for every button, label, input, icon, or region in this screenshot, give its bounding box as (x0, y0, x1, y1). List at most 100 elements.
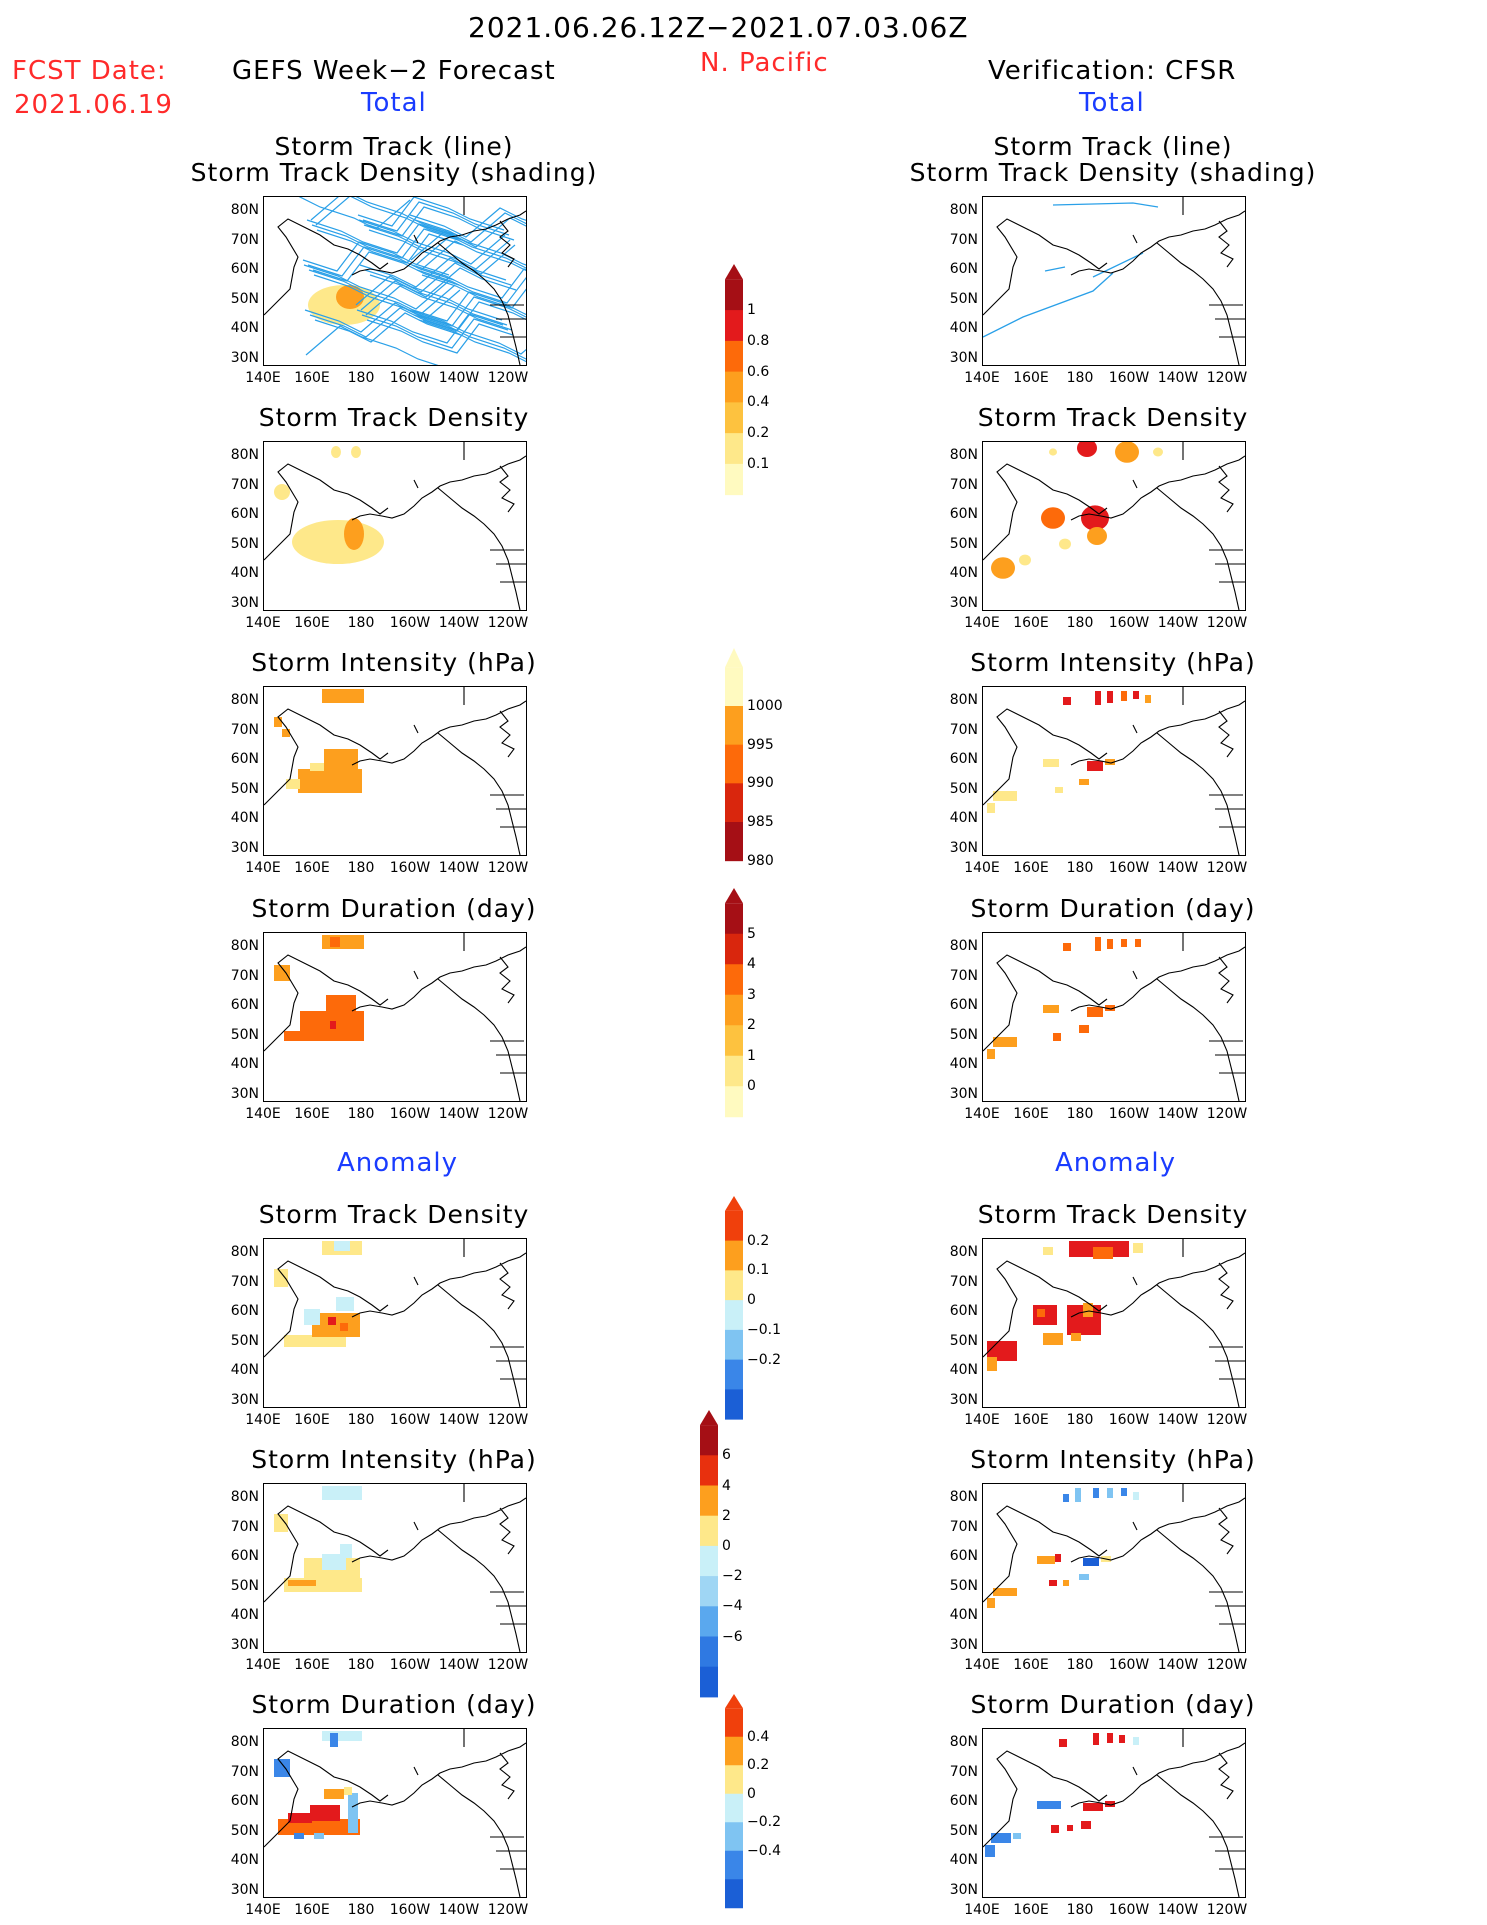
intensity-cell (1043, 759, 1059, 767)
left-storm-track-title: Storm Track (line) (274, 132, 514, 161)
coastline (983, 1729, 1245, 1897)
lon-tick-label: 140W (438, 860, 480, 876)
lon-tick-label: 140E (964, 860, 1000, 876)
lat-tick-label: 80N (949, 938, 978, 954)
density-shading (344, 518, 364, 550)
intensity-cell (1121, 691, 1127, 701)
right-storm-track-density-title: Storm Track Density (shading) (909, 158, 1317, 187)
lat-tick-label: 70N (230, 1763, 259, 1780)
right-density-title: Storm Track Density (977, 403, 1249, 432)
anomaly-cell (1055, 1554, 1061, 1562)
lon-tick-label: 180 (347, 1412, 375, 1428)
lon-tick-label: 120W (1206, 860, 1248, 876)
colorbar-swatch (725, 1736, 743, 1766)
colorbar-label: −2 (722, 1568, 743, 1585)
colorbar-label: 0.8 (747, 332, 770, 349)
lat-tick-label: 30N (949, 349, 978, 366)
density-shading (336, 285, 364, 309)
anomaly-cell (1075, 1488, 1081, 1502)
anomaly-cell (1119, 1735, 1125, 1743)
colorbar-label: 0.2 (747, 1232, 770, 1249)
density-shading (1049, 448, 1057, 456)
anomaly-cell (324, 1789, 344, 1799)
coastline (264, 197, 526, 365)
anomaly-cell (1079, 1574, 1089, 1580)
lat-tick-label: 70N (949, 1273, 978, 1290)
lat-tick-label: 50N (949, 780, 978, 797)
lat-tick-label: 80N (230, 1734, 259, 1750)
lon-tick-label: 160E (1013, 860, 1049, 876)
fcst-label: FCST Date: (12, 56, 167, 86)
colorbar-swatch (725, 1270, 743, 1301)
colorbar-swatch (725, 1240, 743, 1271)
lon-tick-label: 180 (347, 1106, 375, 1122)
coastline (264, 1729, 526, 1897)
colorbar-swatch (725, 279, 743, 311)
intensity-cell (324, 749, 358, 771)
lat-tick-label: 40N (949, 810, 978, 826)
intensity-cell (1145, 695, 1151, 703)
lat-tick-label: 70N (949, 721, 978, 738)
lat-tick-label: 30N (230, 839, 259, 856)
anomaly-cell (1071, 1333, 1081, 1341)
storm-track-lines (298, 197, 526, 365)
duration-cell (1087, 1007, 1103, 1017)
lat-tick-label: 60N (949, 1303, 978, 1319)
right-density-a-map (982, 1238, 1246, 1408)
left-total-label: Total (361, 88, 427, 118)
region-title: N. Pacific (700, 48, 829, 78)
lon-tick-label: 120W (1206, 1106, 1248, 1122)
lon-tick-label: 140W (1157, 615, 1199, 631)
duration-cell (987, 1049, 995, 1059)
lat-tick-label: 50N (949, 1026, 978, 1043)
lon-tick-label: 160W (389, 370, 431, 386)
colorbar-swatch (700, 1485, 718, 1517)
anomaly-cell (1059, 1739, 1067, 1747)
density-shading (1019, 554, 1031, 566)
colorbar-top-arrow (725, 888, 743, 904)
left-duration-a-map (263, 1728, 527, 1898)
colorbar-label: −6 (722, 1628, 743, 1645)
density-shading (991, 557, 1015, 579)
colorbar-swatch (725, 1300, 743, 1331)
duration-cell (1095, 937, 1101, 951)
lat-tick-label: 80N (949, 1244, 978, 1260)
lat-tick-label: 60N (949, 997, 978, 1013)
lat-tick-label: 40N (949, 565, 978, 581)
density-shading (1041, 507, 1065, 529)
anomaly-cell (336, 1297, 354, 1311)
lat-tick-label: 70N (230, 1518, 259, 1535)
lon-tick-label: 180 (1066, 615, 1094, 631)
lat-tick-label: 70N (230, 967, 259, 984)
colorbar-swatch (725, 1793, 743, 1823)
left-intensity-map (263, 686, 527, 856)
lon-tick-label: 120W (487, 1902, 529, 1918)
lat-tick-label: 30N (949, 594, 978, 611)
lat-tick-label: 80N (949, 1489, 978, 1505)
lon-tick-label: 160E (294, 860, 330, 876)
colorbar-label: 0.2 (747, 1757, 770, 1774)
lon-tick-label: 140E (964, 1412, 1000, 1428)
density-shading (1115, 442, 1139, 463)
colorbar-label: 985 (747, 814, 774, 830)
colorbar-swatch (700, 1455, 718, 1486)
intensity-cell (1087, 761, 1103, 771)
lon-tick-label: 160W (1108, 615, 1150, 631)
density-anomaly-colorbar (723, 1196, 745, 1434)
lat-tick-label: 70N (230, 1273, 259, 1290)
anomaly-cell (1133, 1737, 1139, 1745)
colorbar-label: 995 (747, 736, 774, 753)
colorbar-swatch (725, 1822, 743, 1852)
duration-cell (1079, 1025, 1089, 1033)
intensity-cell (286, 779, 300, 789)
left-density-title: Storm Track Density (258, 403, 530, 432)
lat-tick-label: 60N (230, 751, 259, 767)
lat-tick-label: 30N (949, 1085, 978, 1102)
lat-tick-label: 70N (949, 1763, 978, 1780)
lat-tick-label: 60N (949, 1793, 978, 1809)
lat-tick-label: 30N (230, 594, 259, 611)
lat-tick-label: 80N (230, 202, 259, 218)
lat-tick-label: 60N (949, 1548, 978, 1564)
anomaly-cell (1105, 1801, 1115, 1807)
lon-tick-label: 140E (245, 370, 281, 386)
